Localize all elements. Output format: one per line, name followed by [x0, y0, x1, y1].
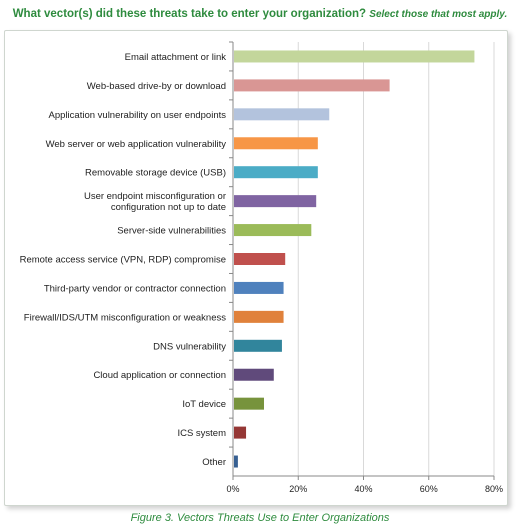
bar	[234, 310, 284, 323]
bar	[234, 281, 284, 294]
bar	[234, 195, 317, 208]
category-label: Firewall/IDS/UTM misconfiguration or wea…	[24, 312, 226, 323]
bar	[234, 79, 390, 92]
category-label: IoT device	[182, 399, 226, 410]
bar	[234, 426, 247, 439]
bar	[234, 455, 238, 468]
category-label: User endpoint misconfiguration or configu…	[84, 191, 226, 213]
bar	[234, 224, 312, 237]
bar	[234, 339, 282, 352]
category-label: Removable storage device (USB)	[85, 168, 226, 179]
category-label: Web-based drive-by or download	[87, 81, 226, 92]
chart-title-main: What vector(s) did these threats take to…	[12, 8, 367, 20]
chart-subtitle: Select those that most apply.	[369, 9, 508, 20]
x-tick-label: 40%	[354, 484, 372, 494]
category-label: Third-party vendor or contractor connect…	[44, 283, 226, 294]
chart-title: What vector(s) did these threats take to…	[0, 8, 520, 20]
bar	[234, 50, 475, 63]
x-tick-label: 80%	[485, 484, 503, 494]
category-label: Cloud application or connection	[93, 370, 226, 381]
bar	[234, 368, 274, 381]
x-tick-label: 20%	[289, 484, 307, 494]
x-tick-label: 60%	[420, 484, 438, 494]
category-label: Application vulnerability on user endpoi…	[49, 110, 227, 121]
category-label: Remote access service (VPN, RDP) comprom…	[20, 255, 226, 266]
bar	[234, 253, 286, 265]
category-label: Web server or web application vulnerabil…	[46, 139, 227, 150]
bar	[234, 166, 318, 179]
bar	[234, 108, 330, 121]
category-label: DNS vulnerability	[153, 341, 226, 352]
category-label: ICS system	[177, 428, 226, 439]
category-label: Email attachment or link	[125, 52, 227, 63]
figure-caption: Figure 3. Vectors Threats Use to Enter O…	[130, 512, 390, 524]
category-label: Server-side vulnerabilities	[117, 226, 226, 237]
bar	[234, 137, 318, 150]
x-tick-label: 0%	[226, 484, 239, 494]
category-label: Other	[202, 457, 226, 468]
bar	[234, 397, 264, 410]
